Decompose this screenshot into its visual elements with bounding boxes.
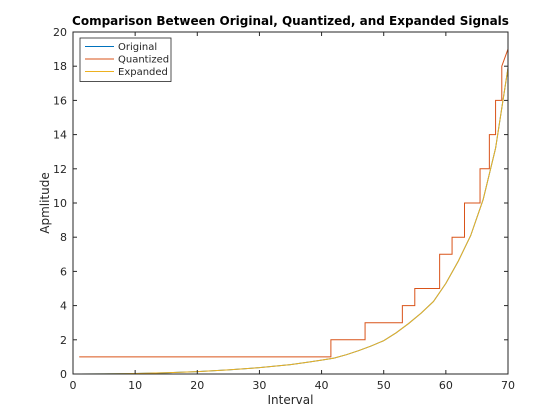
x-tick-label: 40	[315, 379, 329, 392]
y-tick-label: 18	[53, 60, 67, 73]
x-tick-label: 50	[377, 379, 391, 392]
y-tick-label: 8	[60, 231, 67, 244]
x-tick-label: 60	[439, 379, 453, 392]
x-axis-label: Interval	[268, 393, 314, 407]
legend-label-quantized: Quantized	[118, 55, 169, 66]
plot-area	[73, 32, 508, 374]
x-tick-label: 10	[128, 379, 142, 392]
series-line-quantized	[79, 48, 509, 358]
y-axis-label: Apmlitude	[38, 172, 52, 234]
y-tick-label: 12	[53, 163, 67, 176]
y-tick-label: 2	[60, 334, 67, 347]
x-tick-label: 70	[501, 379, 515, 392]
y-tick-label: 20	[53, 26, 67, 39]
legend-label-expanded: Expanded	[118, 67, 168, 78]
x-tick-label: 30	[252, 379, 266, 392]
y-tick-label: 16	[53, 94, 67, 107]
y-tick-label: 4	[60, 300, 67, 313]
y-tick-label: 10	[53, 197, 67, 210]
chart-title: Comparison Between Original, Quantized, …	[72, 14, 509, 28]
y-tick-label: 14	[53, 129, 67, 142]
legend-box	[79, 37, 172, 82]
y-tick-label: 6	[60, 265, 67, 278]
ticks-layer: 0 10 20 30 40 50 60 70 0 2 4 6 8 10 12 14 16 18 20	[53, 26, 515, 392]
x-tick-label: 20	[190, 379, 204, 392]
x-tick-label: 0	[70, 379, 77, 392]
legend-label-original: Original	[118, 42, 157, 53]
y-tick-label: 0	[60, 368, 67, 381]
